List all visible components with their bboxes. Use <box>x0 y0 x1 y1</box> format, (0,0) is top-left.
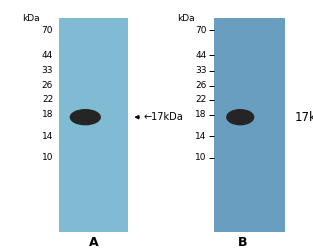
Bar <box>59 18 128 232</box>
Text: kDa: kDa <box>177 14 195 23</box>
Text: 17kDa: 17kDa <box>294 111 313 124</box>
Bar <box>214 18 285 232</box>
Text: 70: 70 <box>195 26 207 35</box>
Ellipse shape <box>69 109 101 125</box>
Text: A: A <box>89 236 99 249</box>
Text: ←17kDa: ←17kDa <box>144 112 184 122</box>
Text: 18: 18 <box>195 110 207 119</box>
Text: kDa: kDa <box>23 14 40 23</box>
Text: 18: 18 <box>42 110 53 119</box>
Text: 70: 70 <box>42 26 53 35</box>
Text: 14: 14 <box>42 132 53 141</box>
Text: 14: 14 <box>195 132 207 141</box>
Text: 33: 33 <box>195 66 207 75</box>
Text: 22: 22 <box>195 95 207 104</box>
Text: B: B <box>238 236 247 249</box>
Text: 44: 44 <box>195 51 207 60</box>
Text: 26: 26 <box>42 81 53 90</box>
Text: 10: 10 <box>42 153 53 162</box>
Text: 10: 10 <box>195 153 207 162</box>
Text: 26: 26 <box>195 81 207 90</box>
Ellipse shape <box>226 109 254 125</box>
Text: 33: 33 <box>42 66 53 75</box>
Text: 22: 22 <box>42 95 53 104</box>
Text: 44: 44 <box>42 51 53 60</box>
